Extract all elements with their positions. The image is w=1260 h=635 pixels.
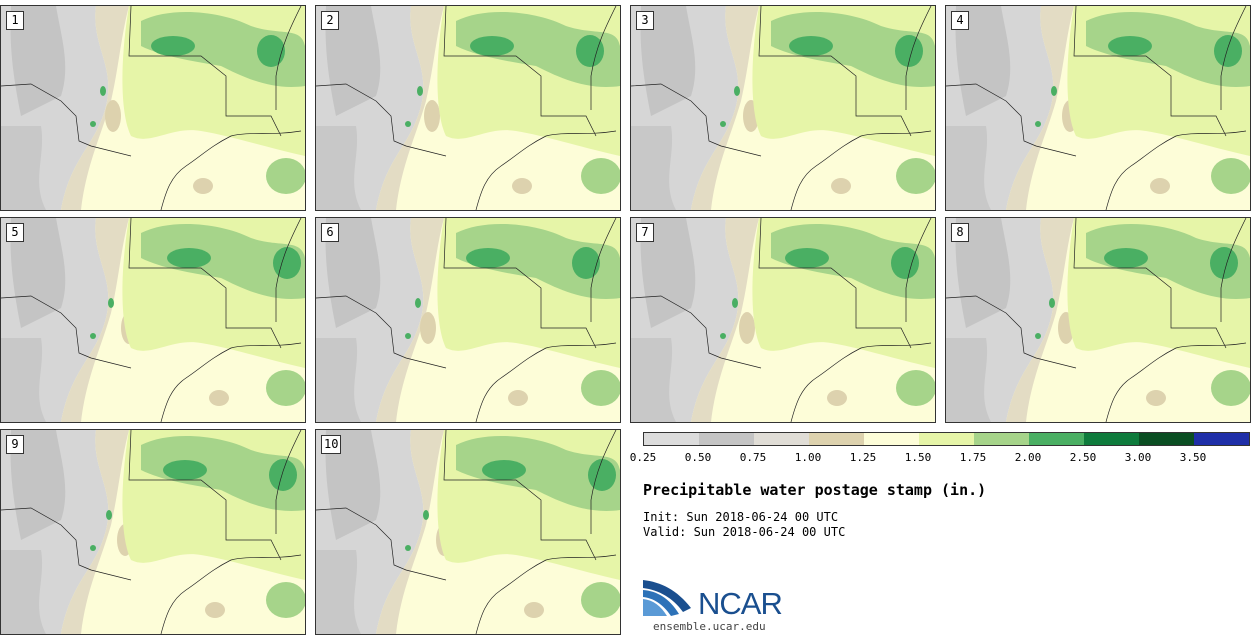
colorbar-tick-label: 1.50: [904, 451, 932, 464]
colorbar-segment: [699, 433, 754, 445]
colorbar-tick-label: 1.75: [959, 451, 987, 464]
colorbar: [643, 432, 1250, 446]
colorbar-segment: [974, 433, 1029, 445]
stamp-map-6: 6: [315, 217, 621, 423]
colorbar-tick-label: 0.25: [629, 451, 657, 464]
stamp-label: 10: [321, 435, 342, 454]
colorbar-segment: [1194, 433, 1249, 445]
stamp-map-5: 5: [0, 217, 306, 423]
colorbar-segment: [644, 433, 699, 445]
colorbar-segment: [919, 433, 974, 445]
colorbar-tick-label: 0.50: [684, 451, 712, 464]
precipitable-water-field: [1, 430, 305, 634]
colorbar-tick-label: 2.00: [1014, 451, 1042, 464]
stamp-map-7: 7: [630, 217, 936, 423]
precipitable-water-field: [1, 6, 305, 210]
precipitable-water-field: [631, 218, 935, 422]
stamp-label: 5: [6, 223, 24, 242]
colorbar-segment: [809, 433, 864, 445]
stamp-map-9: 9: [0, 429, 306, 635]
stamp-label: 3: [636, 11, 654, 30]
precipitable-water-field: [946, 218, 1250, 422]
colorbar-tick-label: 3.00: [1124, 451, 1152, 464]
valid-time: Valid: Sun 2018-06-24 00 UTC: [643, 525, 846, 539]
stamp-label: 2: [321, 11, 339, 30]
stamp-label: 6: [321, 223, 339, 242]
colorbar-segment: [1084, 433, 1139, 445]
colorbar-segment: [1029, 433, 1084, 445]
precipitable-water-field: [946, 6, 1250, 210]
init-time: Init: Sun 2018-06-24 00 UTC: [643, 510, 839, 524]
precipitable-water-field: [631, 6, 935, 210]
stamp-map-10: 10: [315, 429, 621, 635]
stamp-label: 4: [951, 11, 969, 30]
colorbar-segment: [754, 433, 809, 445]
stamp-map-8: 8: [945, 217, 1251, 423]
precipitable-water-field: [1, 218, 305, 422]
ncar-swoosh-icon: [643, 580, 691, 616]
colorbar-tick-label: 1.25: [849, 451, 877, 464]
precipitable-water-field: [316, 218, 620, 422]
precipitable-water-field: [316, 430, 620, 634]
colorbar-segment: [1139, 433, 1194, 445]
stamp-label: 8: [951, 223, 969, 242]
figure-title: Precipitable water postage stamp (in.): [643, 481, 987, 499]
stamp-label: 9: [6, 435, 24, 454]
precipitable-water-field: [316, 6, 620, 210]
stamp-map-2: 2: [315, 5, 621, 211]
logo-name: NCAR: [698, 586, 783, 621]
stamp-map-3: 3: [630, 5, 936, 211]
stamp-map-4: 4: [945, 5, 1251, 211]
colorbar-tick-label: 0.75: [739, 451, 767, 464]
colorbar-tick-label: 1.00: [794, 451, 822, 464]
stamp-label: 7: [636, 223, 654, 242]
logo-url: ensemble.ucar.edu: [653, 620, 766, 633]
ncar-logo: NCAR ensemble.ucar.edu: [643, 578, 803, 634]
stamp-label: 1: [6, 11, 24, 30]
colorbar-tick-label: 2.50: [1069, 451, 1097, 464]
colorbar-tick-label: 3.50: [1179, 451, 1207, 464]
colorbar-segment: [864, 433, 919, 445]
stamp-map-1: 1: [0, 5, 306, 211]
